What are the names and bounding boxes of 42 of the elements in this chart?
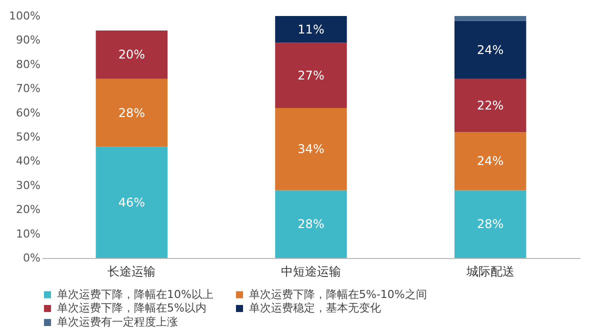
data-label: 34%	[298, 142, 324, 156]
y-tick-label: 90%	[16, 34, 40, 47]
y-tick-label: 60%	[16, 106, 40, 120]
legend-label: 单次运费有一定程度上涨	[57, 316, 178, 328]
y-tick-label: 100%	[9, 10, 40, 22]
data-label: 24%	[476, 42, 504, 57]
data-label: 28%	[118, 106, 146, 120]
x-tick-label: 中短途运输	[281, 264, 341, 278]
data-label: 20%	[118, 48, 146, 62]
data-label: 28%	[298, 217, 324, 232]
data-label: 22%	[476, 98, 504, 113]
data-label: 11%	[298, 22, 324, 36]
bar	[275, 42, 347, 108]
y-tick-label: 50%	[16, 130, 40, 144]
data-label: 28%	[476, 217, 504, 232]
legend-label: 单次运费下降，降幅在10%以上	[57, 288, 214, 301]
y-tick-label: 70%	[16, 82, 40, 96]
y-tick-label: 0%	[23, 252, 40, 264]
y-tick-label: 30%	[16, 178, 40, 192]
x-tick-label: 长途运输	[108, 264, 156, 278]
data-label: 24%	[476, 154, 504, 168]
bar	[454, 16, 526, 21]
bar	[454, 20, 526, 79]
bar	[96, 146, 168, 258]
bar	[96, 78, 168, 147]
bar	[454, 78, 526, 132]
legend-label: 单次运费下降，降幅在5%-10%之间	[249, 288, 427, 301]
y-tick-label: 10%	[16, 227, 40, 240]
bar	[275, 16, 347, 43]
x-tick-label: 城际配送	[465, 264, 514, 278]
bar	[275, 190, 347, 258]
y-tick-label: 40%	[16, 154, 40, 168]
data-label: 46%	[118, 195, 146, 210]
legend-label: 单次运费稳定，基本无变化	[249, 302, 381, 314]
bar	[275, 108, 347, 190]
data-label: 27%	[298, 68, 324, 82]
y-tick-label: 20%	[16, 203, 40, 216]
bar	[96, 30, 168, 79]
bar	[454, 132, 526, 190]
y-tick-label: 80%	[16, 58, 40, 71]
legend-label: 单次运费下降，降幅在5%以内	[57, 302, 206, 314]
bar	[454, 190, 526, 258]
